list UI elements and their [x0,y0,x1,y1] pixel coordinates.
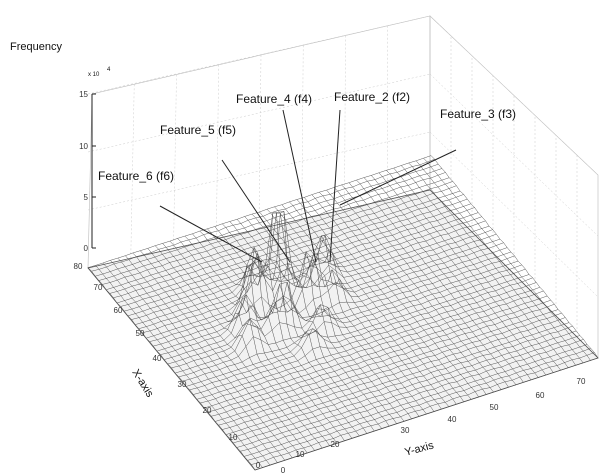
x-tick-label: 60 [114,306,123,315]
mesh-line [333,187,502,390]
mesh-line [222,211,390,427]
x-tick-label: 0 [256,461,261,470]
mesh-line [169,240,338,444]
y-tick-label: 20 [331,440,340,449]
mesh-line [319,192,487,395]
wall-gridline [301,45,304,220]
annotation-label-f5: Feature_5 (f5) [160,123,236,137]
mesh-line [132,252,300,456]
y-tick-label: 50 [490,403,499,412]
mesh-line [281,204,450,407]
x-tick-label: 10 [229,433,238,442]
mesh-line [236,219,405,422]
wall-gridline [344,35,346,210]
mesh-line [266,209,435,412]
x-tick-label: 20 [203,406,212,415]
mesh-line [102,262,271,466]
x-axis-title: X-axis [129,367,156,400]
wall-gridline [87,73,431,153]
mesh-line [378,172,546,376]
mesh-line [87,267,256,471]
wall-gridline [258,54,262,230]
mesh-line [147,248,315,451]
mesh-line [296,199,464,402]
y-tick-label: 60 [536,391,545,400]
mesh-line [251,213,420,417]
x-tick-label: 30 [178,380,187,389]
z-tick-label: 15 [79,90,88,99]
z-tick-label: 5 [84,193,89,202]
annotation-arrow-f2 [329,109,341,263]
wall-gridline [130,84,135,259]
annotation-arrow-f6 [159,205,263,263]
x-tick-label: 80 [74,262,83,271]
x-tick-label: 70 [94,283,103,292]
mesh-line [162,243,330,446]
z-axis-title: Frequency [10,41,62,53]
wall-gridline [87,131,431,211]
wall-gridline [429,73,599,237]
z-scale-label: x 10 [88,72,100,78]
annotation-label-f2: Feature_2 (f2) [334,90,410,104]
z-axis: 15 10 5 0 x 10 4 [79,67,111,253]
y-axis: 0 10 20 30 40 50 60 70 [281,377,586,474]
mesh-line [274,206,442,410]
y-tick-label: 40 [448,415,457,424]
annotation-label-f3: Feature_3 (f3) [440,107,516,121]
mesh-line [326,189,494,393]
wall-gridline [216,64,219,239]
mesh-line [415,160,584,364]
mesh-line [95,265,263,468]
mesh-line [229,221,397,424]
annotation-arrow-f5 [221,159,291,263]
annotation-arrow-f3 [339,149,457,206]
mesh-line [430,155,599,359]
mesh-line [386,170,554,373]
mesh-line [311,194,479,398]
annotation-label-f6: Feature_6 (f6) [98,169,174,183]
annotation-arrow-f4 [282,109,317,263]
mesh-line [371,175,539,378]
mesh-line [117,257,285,461]
y-tick-label: 10 [296,450,305,459]
mesh-line [363,177,532,381]
wall-gridline [87,15,431,95]
surface-mesh [87,155,599,471]
annotation-label-f4: Feature_4 (f4) [236,92,312,106]
x-tick-label: 50 [136,329,145,338]
mesh-line [289,201,457,405]
mesh-line [259,211,427,415]
mesh-line [214,212,382,429]
mesh-line [401,165,569,368]
mesh-line [207,228,375,432]
mesh-line [125,255,293,458]
y-tick-label: 30 [401,426,410,435]
z-scale-exponent: 4 [107,67,111,73]
mesh-line [393,167,561,371]
x-axis: 0 10 20 30 40 50 60 70 80 [74,262,261,470]
y-tick-label: 0 [281,466,286,474]
y-axis-title: Y-axis [403,439,435,458]
y-tick-label: 70 [577,377,586,386]
mesh-line [177,238,345,441]
mesh-line [408,162,576,366]
mesh-line [140,250,308,454]
wall-gridline [429,15,599,176]
mesh-line [199,230,367,434]
x-tick-label: 40 [153,354,162,363]
z-tick-label: 10 [79,142,88,151]
mesh-line [423,158,591,361]
annotations: Feature_4 (f4) Feature_2 (f2) Feature_3 … [98,90,516,263]
wall-gridline [387,25,388,200]
mesh-line [110,260,278,463]
wall-gridline [173,74,177,249]
mesh-line [244,216,412,420]
mesh-line [356,179,524,383]
mesh-line [348,182,517,385]
wall-gridline [429,131,599,298]
mesh-line [341,184,509,388]
z-tick-label: 0 [84,244,89,253]
mesh-line [154,245,323,449]
